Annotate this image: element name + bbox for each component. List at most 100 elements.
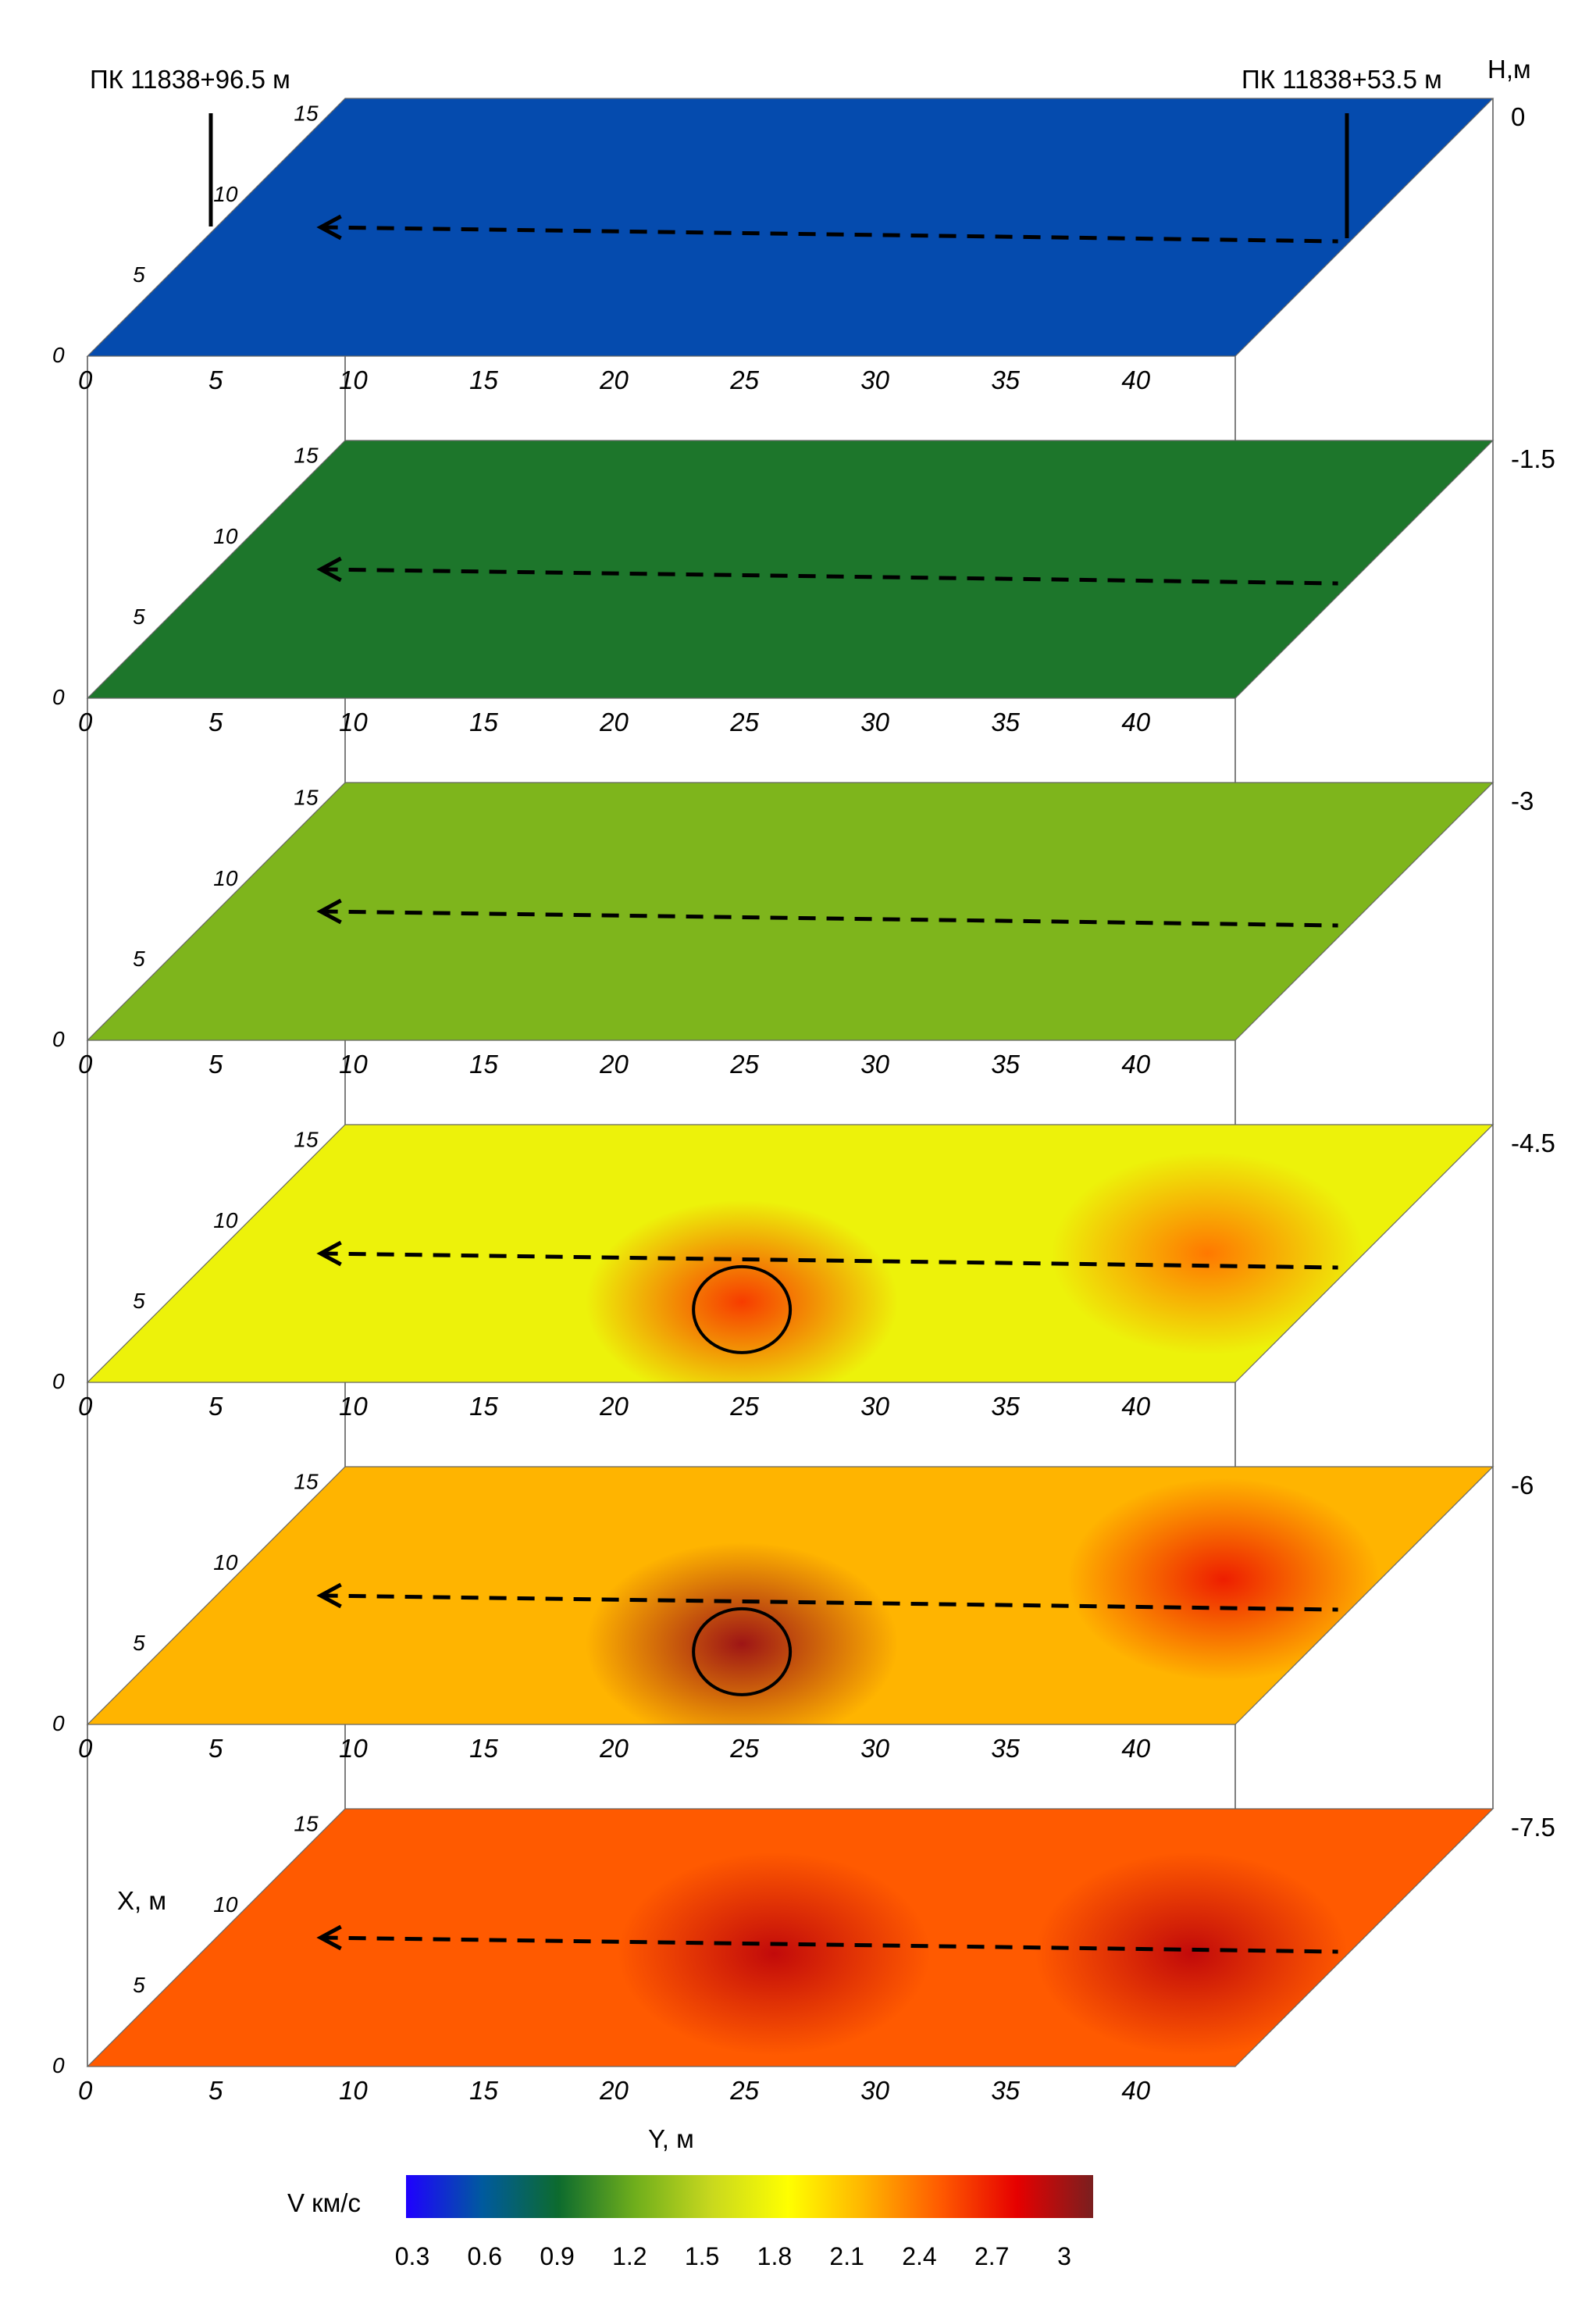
x-tick-label: 5 [133,262,145,287]
colorbar-tick-label: 0.6 [468,2242,502,2270]
y-tick-label: 20 [599,708,629,736]
y-tick-label: 25 [729,1734,759,1763]
y-tick-label: 15 [469,1734,498,1763]
depth-label: -1.5 [1511,444,1555,473]
colorbar: 0.3 0.6 0.9 1.2 1.5 1.8 2.1 2.4 2.7 3 [395,2175,1093,2270]
profile-line [320,1593,1338,1612]
x-tick-label: 10 [213,524,238,548]
x-tick-label: 0 [52,343,65,367]
y-tick-label: 20 [599,1734,629,1763]
y-tick-label: 15 [469,1392,498,1421]
y-tick-label: 0 [78,366,93,394]
velocity-hotspot [1051,1152,1364,1355]
colorbar-tick-label: 3 [1057,2242,1071,2270]
x-tick-label: 15 [294,102,319,126]
y-tick-label: 25 [729,708,759,736]
profile-line [320,225,1338,244]
velocity-hotspot [586,1542,899,1724]
x-tick-label: 5 [133,604,145,629]
layer-outline [86,1808,1494,2067]
anomaly-circle [692,1264,793,1354]
y-tick-label: 5 [208,1050,223,1079]
y-tick-label: 20 [599,2076,629,2105]
layer-outline [86,98,1494,357]
y-tick-label: 0 [78,2076,93,2105]
y-tick-label: 25 [729,1050,759,1079]
y-tick-label: 20 [599,1392,629,1421]
depth-label: -7.5 [1511,1813,1555,1842]
y-tick-label: 35 [991,1734,1020,1763]
y-tick-label: 40 [1121,1734,1150,1763]
x-tick-label: 15 [294,1128,319,1152]
y-tick-label: 30 [860,1392,889,1421]
z-axis-label: H,м [1487,55,1531,84]
colorbar-tick-label: 2.4 [902,2242,936,2270]
depth-label: -6 [1511,1471,1534,1500]
x-tick-label: 5 [133,1973,145,1997]
x-tick-label: 0 [52,1369,65,1393]
profile-line [320,909,1338,928]
layer-plane: -6 0 5 10 15 20 25 30 35 40 0 5 10 15 [52,1466,1534,1763]
colorbar-tick-label: 0.9 [540,2242,574,2270]
y-tick-label: 35 [991,366,1020,394]
y-tick-label: 25 [729,1392,759,1421]
layer-plane: -1.5 0 5 10 15 20 25 30 35 40 0 5 10 15 [52,440,1555,736]
x-axis-label: Y, м [648,2124,694,2153]
y-tick-label: 40 [1121,2076,1150,2105]
y-tick-label: 0 [78,1392,93,1421]
y-tick-label: 30 [860,1050,889,1079]
layer-outline [86,440,1494,699]
colorbar-tick-label: 1.5 [685,2242,719,2270]
y-tick-label: 35 [991,1392,1020,1421]
y-tick-label: 5 [208,1734,223,1763]
x-tick-label: 5 [133,1289,145,1313]
y-tick-label: 5 [208,2076,223,2105]
x-tick-label: 5 [133,947,145,971]
layer-outline [86,1124,1494,1383]
layer-fill [87,440,1493,698]
layer-outline [86,1466,1494,1725]
layer-plane: -3 0 5 10 15 20 25 30 35 40 0 5 10 15 [52,782,1534,1079]
y-tick-label: 0 [78,708,93,736]
layer-fill [87,783,1493,1040]
anomaly-circle [692,1607,793,1696]
profile-line [320,567,1338,586]
y-tick-label: 10 [339,1392,368,1421]
velocity-hotspot [618,1852,931,2056]
y-tick-label: 30 [860,366,889,394]
y-tick-label: 35 [991,1050,1020,1079]
x-tick-label: 10 [213,182,238,206]
depth-label: 0 [1511,102,1525,131]
y-tick-label: 30 [860,1734,889,1763]
layer-plane: -4.5 0 5 10 15 20 25 30 35 40 0 5 10 15 [52,1124,1555,1421]
colorbar-tick-label: 1.2 [612,2242,647,2270]
y-tick-label: 15 [469,2076,498,2105]
y-tick-label: 5 [208,708,223,736]
profile-line [320,1251,1338,1270]
y-tick-label: 10 [339,708,368,736]
y-tick-label: 25 [729,2076,759,2105]
y-tick-label: 0 [78,1050,93,1079]
velocity-hotspot [1067,1478,1380,1681]
colorbar-tick-label: 1.8 [757,2242,792,2270]
layer-fill [87,98,1493,356]
left-marker-label: ПК 11838+96.5 м [90,65,290,94]
x-tick-label: 0 [52,1711,65,1735]
y-axis-label: X, м [117,1886,166,1915]
colorbar-tick-label: 0.3 [395,2242,429,2270]
y-tick-label: 5 [208,1392,223,1421]
y-tick-label: 5 [208,366,223,394]
x-tick-label: 15 [294,1812,319,1836]
y-tick-label: 40 [1121,1392,1150,1421]
y-tick-label: 0 [78,1734,93,1763]
y-tick-label: 25 [729,366,759,394]
y-tick-label: 20 [599,366,629,394]
profile-arrowhead [316,1240,342,1267]
y-tick-label: 30 [860,2076,889,2105]
y-tick-label: 10 [339,1050,368,1079]
x-tick-label: 15 [294,444,319,468]
x-tick-label: 15 [294,786,319,810]
right-marker-label: ПК 11838+53.5 м [1242,65,1442,94]
